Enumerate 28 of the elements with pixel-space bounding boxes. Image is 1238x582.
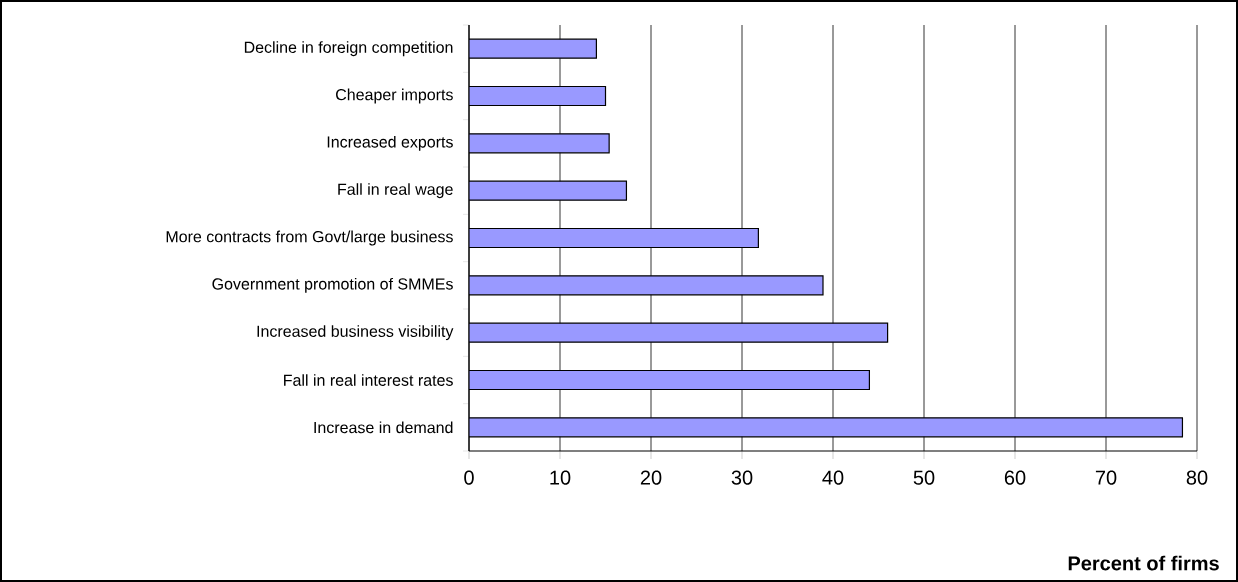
bar [469, 85, 607, 107]
bar [469, 322, 889, 343]
y-tick-label: Government promotion of SMMEs [212, 277, 453, 293]
bar [469, 417, 1184, 438]
bar [469, 275, 824, 296]
x-tick-label: 20 [640, 470, 662, 485]
x-tick-label: 10 [550, 470, 571, 485]
x-axis-title: Percent of firms [1068, 555, 1219, 571]
x-tick-label: 70 [1095, 470, 1117, 485]
x-tick-label: 30 [731, 470, 753, 485]
y-tick-label: Increase in demand [314, 421, 453, 434]
x-tick-label: 50 [913, 470, 935, 485]
x-tick-label: 0 [464, 470, 474, 485]
y-tick-label: Increased business visibility [257, 325, 454, 341]
bar [469, 38, 597, 59]
bar [469, 180, 628, 201]
bar [469, 133, 610, 154]
y-tick-label: Fall in real wage [338, 183, 453, 199]
bar [469, 369, 871, 391]
x-tick-label: 80 [1186, 470, 1208, 485]
y-tick-label: More contracts from Govt/large business [166, 230, 453, 246]
y-tick-label: Cheaper imports [336, 88, 453, 104]
x-tick-label: 60 [1004, 470, 1026, 485]
y-tick-label: Fall in real interest rates [284, 374, 453, 386]
y-tick-label: Decline in foreign competition [244, 41, 453, 57]
y-tick-label: Increased exports [327, 135, 453, 151]
x-tick-label: 40 [822, 470, 844, 485]
bar [469, 227, 759, 249]
